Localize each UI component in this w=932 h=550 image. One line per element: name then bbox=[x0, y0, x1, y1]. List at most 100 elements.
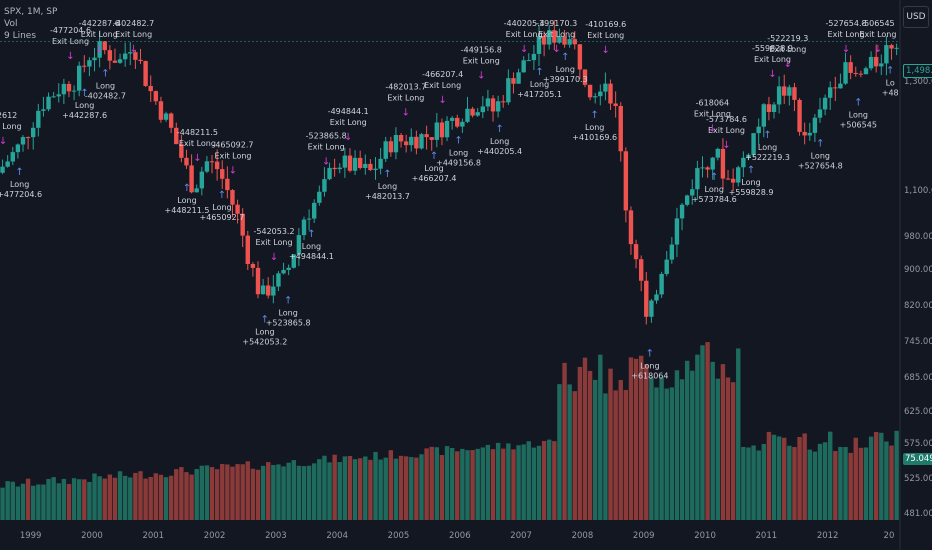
candle-body bbox=[363, 163, 368, 168]
volume-bar bbox=[225, 464, 230, 520]
volume-indicator-label[interactable]: Vol bbox=[4, 19, 18, 29]
candle-body bbox=[730, 178, 736, 183]
exit-arrow-icon: ↓ bbox=[344, 132, 352, 143]
volume-bar bbox=[51, 477, 56, 520]
volume-bar bbox=[812, 451, 818, 520]
x-tick-label: 2004 bbox=[326, 531, 348, 541]
volume-bar bbox=[20, 483, 26, 520]
exit-label-text: -527654.8 bbox=[826, 19, 867, 28]
volume-bar bbox=[322, 455, 327, 520]
candle-body bbox=[659, 273, 664, 295]
chart-legend: SPX, 1M, SP Vol 9 Lines bbox=[4, 6, 57, 42]
entry-label-text: +448211.5 bbox=[165, 206, 210, 215]
candle-body bbox=[20, 137, 26, 145]
candle-body bbox=[623, 151, 629, 211]
entry-label-text: +506545 bbox=[840, 121, 877, 130]
volume-bar bbox=[368, 459, 373, 520]
price-tick-label: 575.00 bbox=[904, 439, 932, 449]
x-tick-label: 2007 bbox=[510, 531, 532, 541]
candle-body bbox=[107, 50, 113, 61]
candle-body bbox=[592, 96, 598, 98]
candle-body bbox=[853, 72, 858, 74]
volume-bar bbox=[102, 478, 107, 520]
volume-bar bbox=[894, 430, 899, 520]
exit-label-text: Exit Long bbox=[179, 139, 216, 148]
volume-bar bbox=[536, 445, 542, 520]
volume-bar bbox=[449, 448, 455, 520]
volume-bar bbox=[730, 382, 736, 520]
entry-label-text: Long bbox=[302, 242, 321, 251]
candle-body bbox=[383, 141, 388, 159]
candle-body bbox=[746, 154, 751, 158]
entry-arrow-icon: ↑ bbox=[763, 130, 771, 141]
candle-body bbox=[199, 171, 205, 189]
candle-body bbox=[276, 273, 281, 287]
candle-body bbox=[817, 109, 823, 118]
volume-bar bbox=[501, 448, 506, 520]
candle-body bbox=[46, 96, 51, 110]
volume-bar bbox=[82, 479, 87, 520]
volume-bar bbox=[419, 454, 424, 520]
currency-button[interactable]: USD bbox=[903, 6, 929, 28]
candle-body bbox=[506, 78, 511, 103]
exit-arrow-icon: ↓ bbox=[0, 136, 7, 147]
volume-bar bbox=[393, 458, 399, 520]
candle-body bbox=[342, 155, 348, 168]
entry-label-text: Long bbox=[424, 164, 443, 173]
candle-body bbox=[562, 36, 567, 45]
candle-body bbox=[25, 137, 31, 139]
exit-label-text: Exit Long bbox=[769, 45, 806, 54]
candle-body bbox=[582, 69, 588, 85]
candle-body bbox=[82, 65, 87, 67]
volume-bar bbox=[10, 481, 15, 520]
entry-label-text: Long bbox=[177, 196, 196, 205]
volume-bar bbox=[276, 464, 281, 520]
volume-bar bbox=[792, 446, 797, 520]
exit-arrow-icon: ↓ bbox=[66, 51, 74, 62]
entry-label-text: +48 bbox=[882, 89, 899, 98]
entry-label-text: Long bbox=[10, 180, 29, 189]
candle-body bbox=[552, 30, 557, 43]
volume-bar bbox=[460, 448, 465, 520]
volume-bar bbox=[623, 390, 629, 520]
volume-bar bbox=[843, 447, 848, 520]
entry-arrow-icon: ↑ bbox=[886, 66, 894, 77]
candle-body bbox=[828, 87, 833, 98]
exit-label-text: -506545 bbox=[861, 19, 894, 28]
candle-body bbox=[848, 62, 853, 73]
candle-body bbox=[547, 30, 552, 45]
candle-body bbox=[15, 144, 21, 153]
volume-bar bbox=[848, 452, 853, 520]
volume-bar bbox=[562, 362, 567, 520]
x-tick-label: 2000 bbox=[81, 531, 103, 541]
volume-bar bbox=[301, 466, 307, 520]
x-tick-label: 2008 bbox=[572, 531, 594, 541]
candle-body bbox=[128, 52, 133, 54]
price-tick-label: 745.00 bbox=[904, 337, 932, 347]
volume-bar bbox=[112, 477, 118, 520]
lines-indicator-label[interactable]: 9 Lines bbox=[4, 31, 37, 41]
entry-label-text: Long bbox=[490, 137, 509, 146]
candle-body bbox=[638, 259, 644, 281]
entry-arrow-icon: ↑ bbox=[15, 167, 23, 178]
volume-bar bbox=[889, 445, 894, 520]
volume-bar bbox=[260, 465, 266, 520]
candle-body bbox=[388, 141, 394, 153]
candle-body bbox=[296, 235, 302, 255]
exit-label-text: -523865.8 bbox=[306, 132, 347, 141]
volume-bar bbox=[439, 454, 445, 520]
entry-label-text: Long bbox=[585, 123, 604, 132]
entry-label-text: Long bbox=[278, 309, 297, 318]
symbol-title[interactable]: SPX, 1M, SP bbox=[4, 7, 58, 17]
candle-body bbox=[700, 167, 705, 169]
volume-bar bbox=[286, 462, 291, 520]
volume-bar bbox=[36, 484, 41, 520]
candle-body bbox=[480, 106, 485, 113]
volume-bar bbox=[761, 443, 766, 520]
entry-arrow-icon: ↑ bbox=[383, 169, 391, 180]
candle-body bbox=[455, 117, 460, 127]
volume-bar bbox=[720, 364, 726, 520]
volume-bar bbox=[409, 457, 414, 520]
x-tick-label: 20 bbox=[884, 531, 895, 541]
